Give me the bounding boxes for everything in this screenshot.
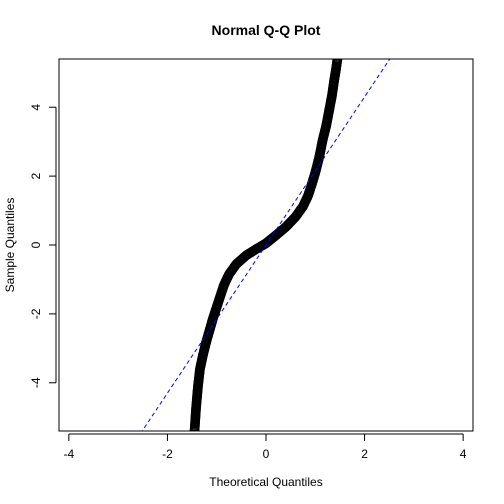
y-tick-label: 4 [29, 104, 43, 111]
x-tick-label: 4 [460, 447, 467, 461]
x-tick-label: 0 [263, 447, 270, 461]
y-tick-label: -4 [29, 377, 43, 388]
qq-reference-line [141, 59, 391, 431]
y-axis-label: Sample Quantiles [3, 198, 17, 293]
sample-points [189, 59, 343, 431]
y-axis: -4 -2 0 2 4 [29, 104, 57, 388]
x-axis-label: Theoretical Quantiles [209, 475, 322, 489]
x-tick-label: -4 [64, 447, 75, 461]
y-tick-label: 2 [29, 172, 43, 179]
sample-point [332, 59, 343, 64]
y-tick-label: 0 [29, 241, 43, 248]
x-tick-label: -2 [162, 447, 173, 461]
x-axis: -4 -2 0 2 4 [64, 433, 467, 461]
chart-title: Normal Q-Q Plot [212, 22, 321, 38]
plot-area [141, 59, 391, 431]
plot-frame [58, 58, 474, 432]
y-tick-label: -2 [29, 308, 43, 319]
x-tick-label: 2 [361, 447, 368, 461]
